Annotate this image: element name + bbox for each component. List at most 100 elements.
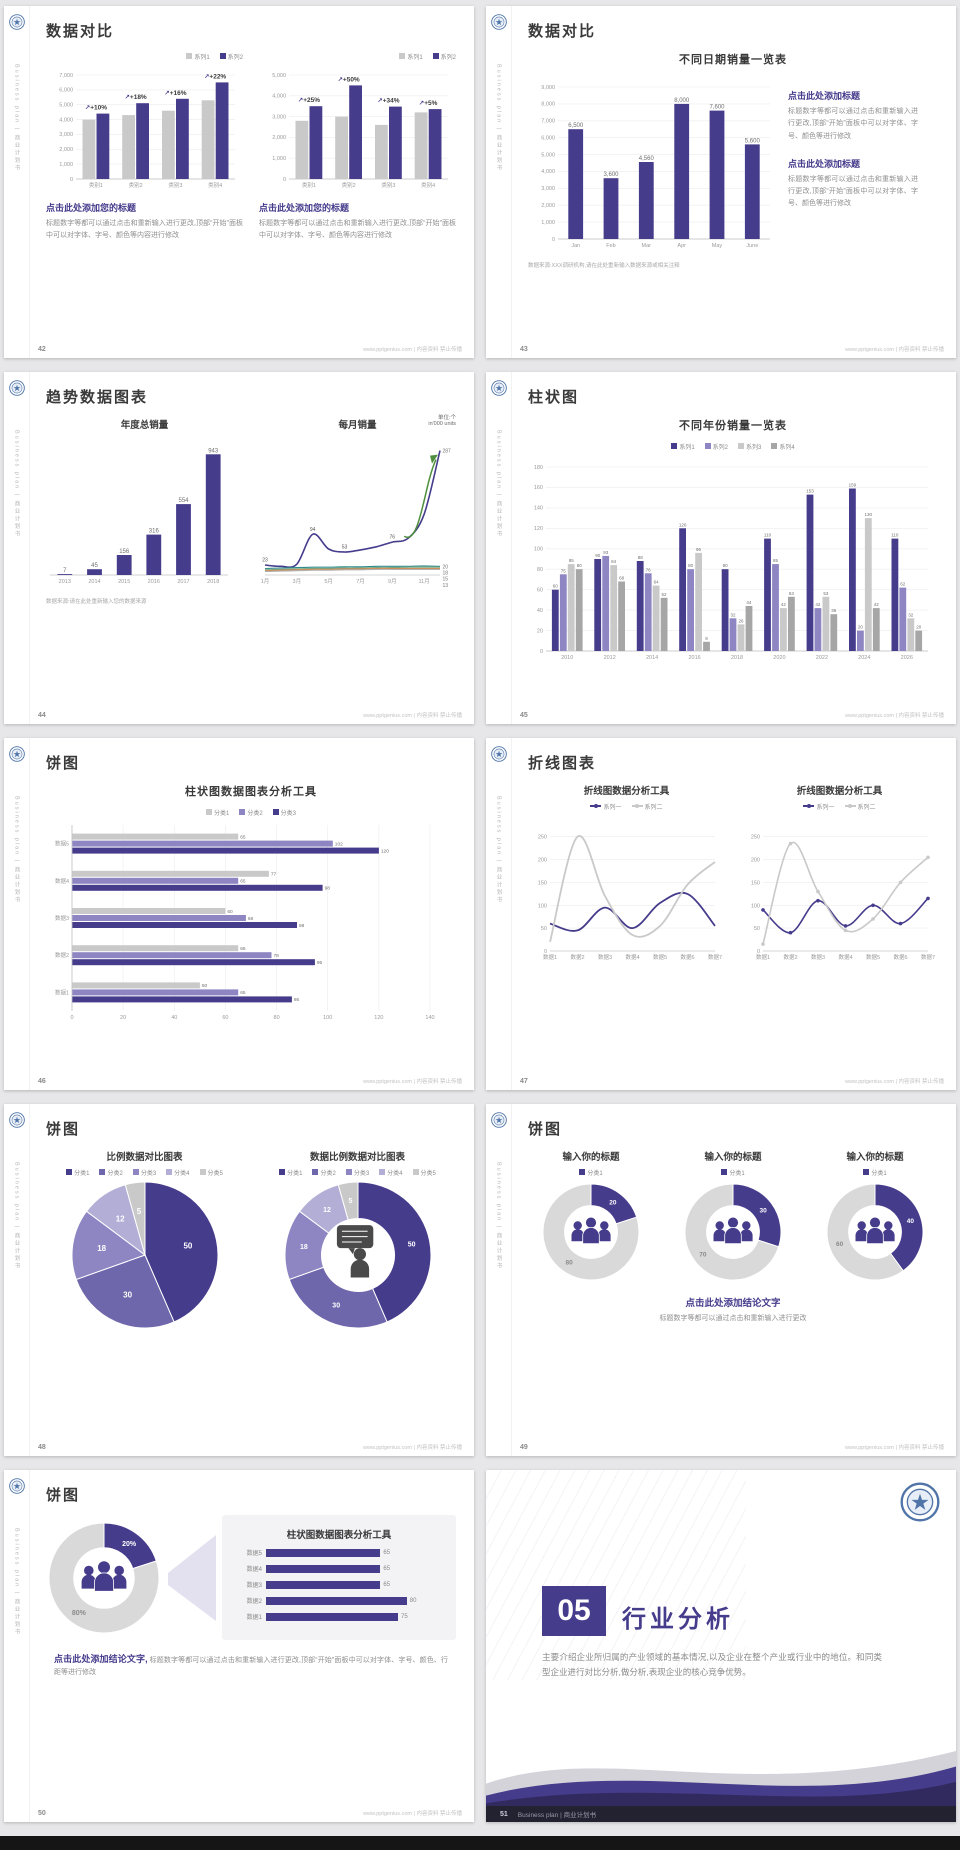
footer-credit: www.pptgenius.com | 内容资料 禁止传播	[363, 1079, 462, 1085]
svg-text:65: 65	[240, 834, 246, 840]
svg-text:2022: 2022	[816, 655, 828, 661]
svg-text:数据7: 数据7	[921, 953, 935, 961]
donut-chart-2: 30 70	[682, 1181, 784, 1283]
svg-text:53: 53	[789, 591, 795, 596]
svg-text:3,000: 3,000	[272, 114, 286, 120]
svg-text:53: 53	[823, 591, 829, 596]
rail-text: Business plan | 商业计划书	[13, 64, 20, 173]
svg-text:50: 50	[754, 926, 760, 932]
svg-text:150: 150	[538, 880, 547, 886]
svg-text:80: 80	[537, 567, 543, 573]
slide-46[interactable]: Business plan | 商业计划书 饼图 柱状图数据图表分析工具 分类1…	[4, 738, 474, 1090]
svg-text:32: 32	[908, 612, 914, 617]
svg-text:0: 0	[757, 949, 760, 955]
svg-text:2014: 2014	[646, 655, 658, 661]
svg-text:60: 60	[227, 909, 233, 915]
svg-text:102: 102	[335, 841, 343, 847]
svg-text:30: 30	[332, 1303, 340, 1310]
rail-text: Business plan | 商业计划书	[13, 430, 20, 539]
slide-title: 饼图	[46, 755, 81, 772]
svg-text:7: 7	[63, 568, 67, 574]
svg-text:250: 250	[751, 835, 760, 841]
donut-title: 输入你的标题	[704, 1152, 762, 1163]
rail-text: Business plan | 商业计划书	[495, 430, 502, 539]
svg-text:62: 62	[900, 582, 906, 587]
svg-text:数据7: 数据7	[708, 953, 722, 961]
chart-legend: 分类1	[863, 1167, 887, 1177]
slide-42[interactable]: Business plan | 商业计划书 数据对比 系列1 系列2 0 1,000…	[4, 6, 474, 358]
svg-text:42: 42	[874, 602, 880, 607]
svg-text:4,000: 4,000	[541, 169, 555, 175]
svg-text:60: 60	[553, 584, 559, 589]
svg-text:76: 76	[390, 535, 396, 541]
svg-text:140: 140	[534, 506, 543, 512]
svg-text:50: 50	[202, 983, 208, 989]
svg-text:85: 85	[569, 558, 575, 563]
slide-rail: Business plan | 商业计划书	[4, 1104, 30, 1456]
svg-text:96: 96	[696, 547, 702, 552]
svg-text:↗+50%: ↗+50%	[337, 76, 359, 83]
svg-text:84: 84	[611, 559, 617, 564]
svg-text:数据2: 数据2	[55, 951, 69, 959]
svg-text:20: 20	[916, 625, 922, 630]
decor-lines	[486, 1470, 746, 1680]
mini-bar-list: 数据5 65 数据4 65 数据3 65 数据2 80 数据1 75	[246, 1548, 417, 1621]
slide-45[interactable]: Business plan | 商业计划书 柱状图 不同年份销量一览表 系列1 系…	[486, 372, 956, 724]
svg-text:18: 18	[300, 1244, 308, 1251]
svg-text:68: 68	[619, 576, 625, 581]
section-title: 行业分析	[622, 1606, 734, 1633]
slide-44[interactable]: Business plan | 商业计划书 趋势数据图表 年度总销量 7 2013…	[4, 372, 474, 724]
block-heading: 点击此处添加标题	[788, 158, 861, 169]
footer-credit: www.pptgenius.com | 内容资料 禁止传播	[363, 1445, 462, 1451]
slide-47[interactable]: Business plan | 商业计划书 折线图表 折线图数据分析工具 系列一…	[486, 738, 956, 1090]
svg-text:3,000: 3,000	[59, 132, 73, 138]
chart-legend: 系列1 系列2	[46, 51, 243, 61]
slide-43[interactable]: Business plan | 商业计划书 数据对比 不同日期销量一览表 0 1,…	[486, 6, 956, 358]
chart-legend: 分类1	[579, 1167, 603, 1177]
svg-text:类别2: 类别2	[129, 181, 143, 189]
svg-text:1,000: 1,000	[272, 156, 286, 162]
svg-text:554: 554	[178, 498, 189, 504]
svg-text:数据6: 数据6	[893, 953, 907, 961]
svg-text:64: 64	[654, 580, 660, 585]
panel-title: 柱状图数据图表分析工具	[286, 1530, 392, 1541]
svg-text:6,000: 6,000	[59, 88, 73, 94]
svg-text:18: 18	[97, 1244, 106, 1253]
svg-text:23: 23	[262, 558, 268, 564]
slide-48[interactable]: Business plan | 商业计划书 饼图 比例数据对比图表 分类1 分类2…	[4, 1104, 474, 1456]
svg-text:5: 5	[136, 1207, 141, 1216]
slide-49[interactable]: Business plan | 商业计划书 饼图 输入你的标题 分类1 20 80…	[486, 1104, 956, 1456]
svg-text:65: 65	[240, 879, 246, 885]
brand-logo-icon	[8, 380, 25, 396]
svg-text:数据1: 数据1	[756, 953, 770, 961]
svg-text:5月: 5月	[324, 578, 333, 585]
block-body: 标题数字等都可以通过点击和重新输入进行更改,顶部“开始”面板中可以对字体、字号、…	[788, 108, 918, 140]
svg-text:156: 156	[119, 549, 130, 555]
page-number: 46	[38, 1077, 46, 1085]
section-number: 05	[542, 1586, 606, 1636]
slide-51-section-divider[interactable]: 05 行业分析 主要介绍企业所归属的产业领域的基本情况,以及企业在整个产业或行业…	[486, 1470, 956, 1822]
donut-chart: 50 30 18 12 5	[273, 1179, 443, 1331]
svg-text:15: 15	[443, 577, 449, 583]
slide-rail: Business plan | 商业计划书	[4, 738, 30, 1090]
svg-text:Apr: Apr	[677, 243, 686, 249]
daily-sales-bar-chart: 0 1,000 2,000 3,000 4,000 5,000 6,000 7,000 8,00…	[528, 75, 774, 251]
svg-text:2024: 2024	[858, 655, 870, 661]
svg-text:数据6: 数据6	[680, 953, 694, 961]
rail-text: Business plan | 商业计划书	[495, 796, 502, 905]
svg-text:0: 0	[540, 649, 543, 655]
svg-text:20%: 20%	[122, 1540, 137, 1547]
panel-body: 标题数字等都可以通过点击和重新输入进行更改,顶部“开始”面板中可以对字体、字号、…	[46, 220, 243, 240]
chart-title: 折线图数据分析工具	[583, 786, 670, 797]
svg-text:100: 100	[538, 903, 547, 909]
slide-rail: Business plan | 商业计划书	[4, 1470, 30, 1822]
slide-50[interactable]: Business plan | 商业计划书 饼图 20% 80% 柱状图数据图表分…	[4, 1470, 474, 1822]
svg-text:30: 30	[123, 1291, 132, 1300]
svg-text:53: 53	[342, 545, 348, 551]
svg-text:2016: 2016	[688, 655, 700, 661]
conclusion-body: 标题数字等都可以通过点击和重新输入进行更改	[659, 1315, 807, 1322]
svg-text:数据2: 数据2	[570, 953, 584, 961]
slide-title: 柱状图	[528, 389, 580, 406]
svg-text:1,000: 1,000	[541, 220, 555, 226]
chart-title: 柱状图数据图表分析工具	[185, 786, 317, 798]
